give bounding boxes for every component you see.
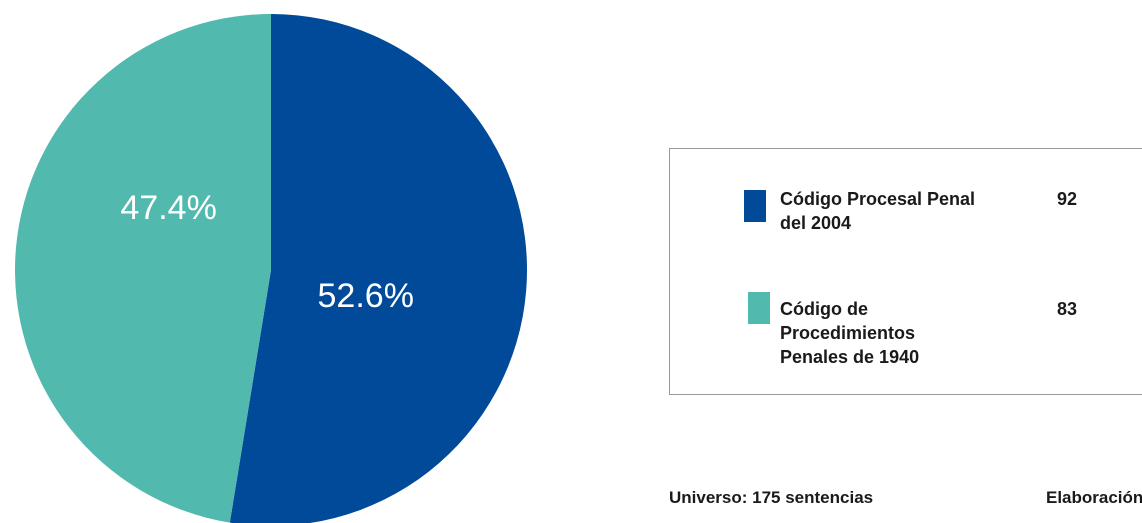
legend-label: Código Procesal Penal del 2004	[780, 189, 976, 233]
universe-note: Universo: 175 sentencias	[669, 488, 874, 507]
slice-percent-label: 52.6%	[318, 277, 414, 315]
pie-slices	[14, 14, 527, 523]
pie-slice	[14, 14, 271, 523]
legend-label: Código de Procedimientos Penales de 1940	[780, 299, 920, 367]
credit-note: Elaboración	[1046, 488, 1142, 507]
legend-count: 92	[1057, 189, 1078, 209]
slice-percent-label: 47.4%	[120, 189, 216, 227]
pie-slice	[229, 14, 527, 523]
legend: Código Procesal Penal del 2004 92 Código…	[669, 148, 1142, 395]
legend-swatch	[748, 292, 770, 324]
legend-count: 83	[1057, 299, 1078, 319]
legend-swatch	[744, 190, 766, 222]
